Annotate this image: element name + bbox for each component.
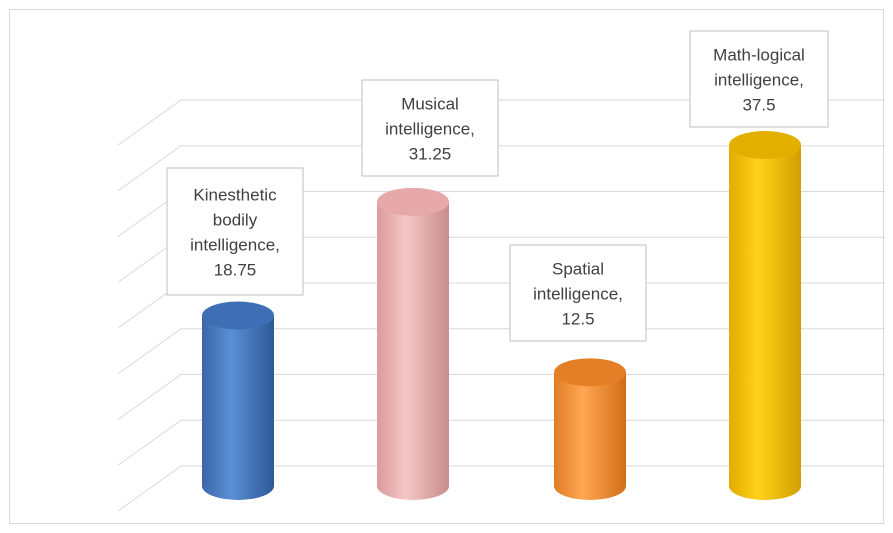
data-label-line: 18.75: [214, 260, 257, 279]
gridline: [117, 328, 885, 375]
data-label-line: 31.25: [409, 144, 452, 163]
data-label-line: Musical: [401, 94, 459, 113]
bar-body: [202, 315, 274, 500]
data-label-line: Kinesthetic: [193, 185, 277, 204]
bar-top: [377, 187, 449, 216]
data-label-box: [166, 167, 304, 296]
bar: [377, 187, 449, 501]
bar: [202, 301, 274, 500]
data-label-line: intelligence,: [533, 284, 623, 303]
data-label-line: intelligence,: [385, 119, 475, 138]
data-label-line: intelligence,: [714, 70, 804, 89]
gridline: [117, 99, 885, 146]
bar: [554, 358, 626, 500]
bars: [202, 131, 801, 501]
data-label-line: Math-logical: [713, 45, 805, 64]
data-label-line: intelligence,: [190, 235, 280, 254]
bar: [729, 131, 801, 500]
gridline: [117, 145, 885, 192]
bar-top: [554, 358, 626, 387]
data-label-line: Spatial: [552, 259, 604, 278]
bar-top: [729, 131, 801, 159]
data-label: Spatial intelligence, 12.5: [509, 244, 647, 342]
data-label: Math-logical intelligence, 37.5: [689, 30, 829, 128]
bar-body: [554, 372, 626, 500]
gridline: [117, 419, 885, 466]
data-label-line: bodily: [213, 210, 258, 229]
bar-body: [377, 201, 449, 501]
data-label-box: [689, 30, 829, 128]
gridlines: [117, 99, 885, 512]
bar-body: [729, 145, 801, 500]
data-labels: Kinesthetic bodily intelligence, 18.75 Music…: [166, 30, 829, 342]
gridline: [117, 374, 885, 420]
gridline: [117, 465, 885, 512]
data-label-line: 37.5: [742, 95, 775, 114]
data-label-box: [361, 79, 499, 177]
data-label-line: 12.5: [561, 309, 594, 328]
bar-top: [202, 301, 274, 330]
data-label: Kinesthetic bodily intelligence, 18.75: [166, 167, 304, 296]
data-label: Musical intelligence, 31.25: [361, 79, 499, 177]
chart-border: [9, 9, 884, 524]
data-label-box: [509, 244, 647, 342]
